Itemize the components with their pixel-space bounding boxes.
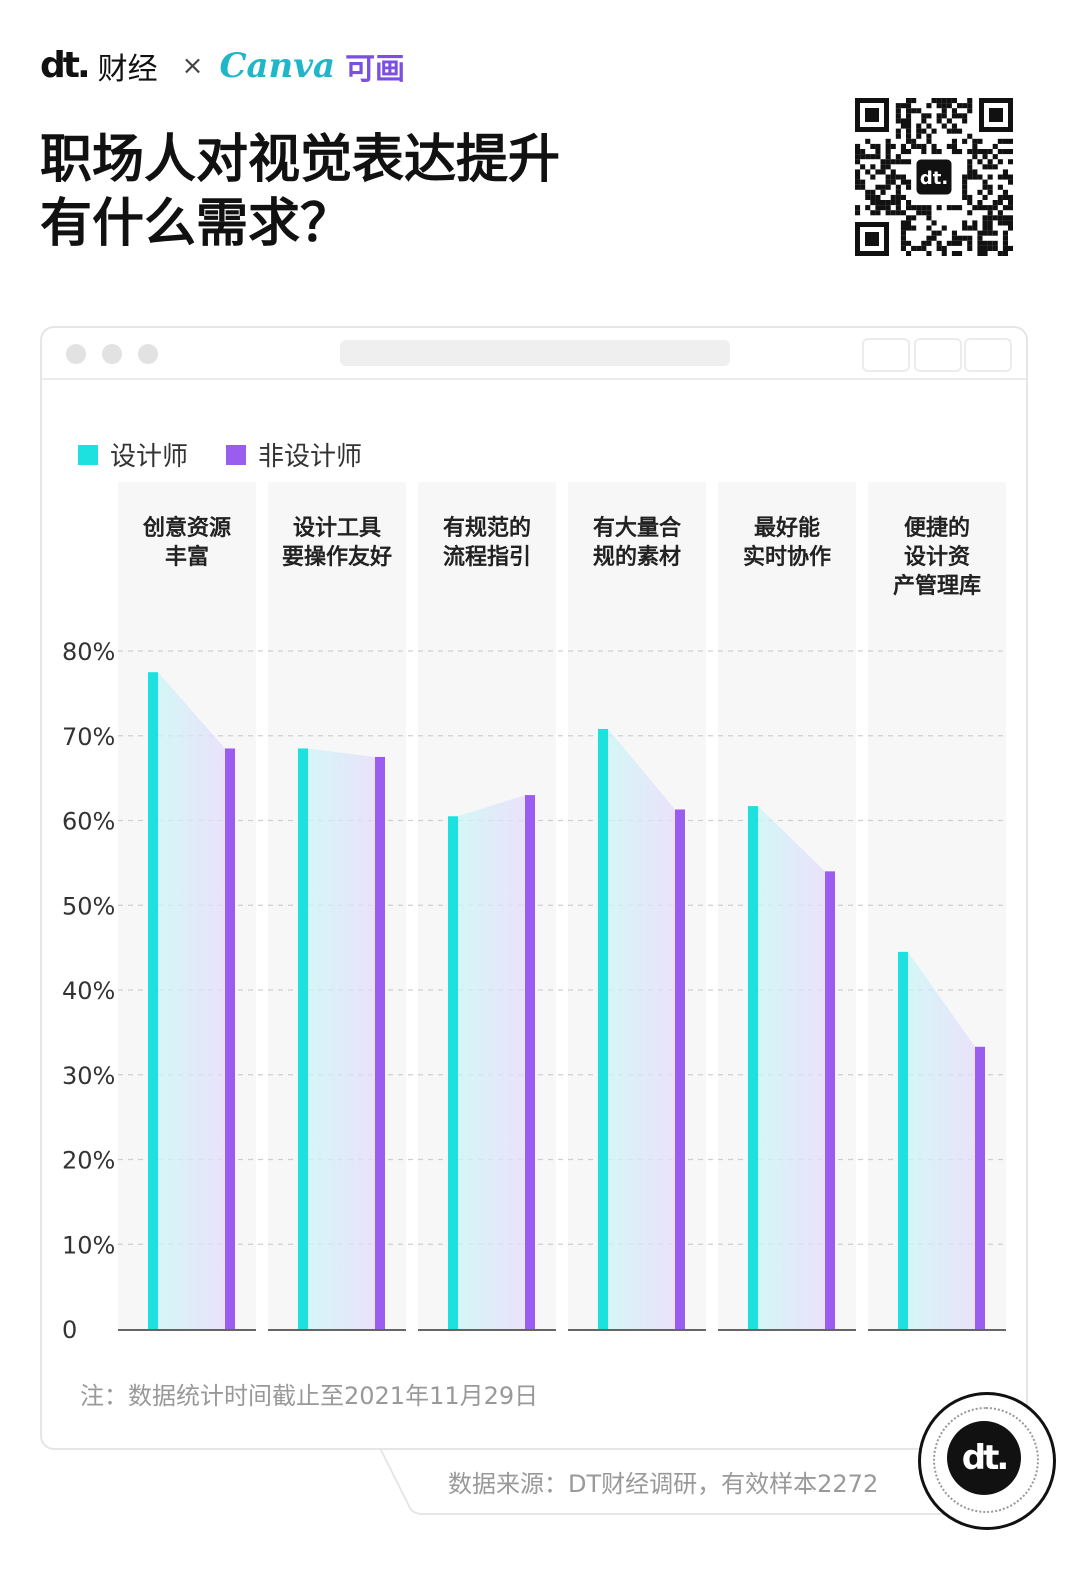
legend-swatch-designer [78, 444, 98, 465]
maximize-icon [138, 344, 158, 364]
shaded-area [608, 728, 675, 1329]
collab-times: × [181, 51, 204, 81]
brand-header: dt. 财经 × Canva 可画 [40, 44, 405, 88]
bar-designer [148, 672, 158, 1329]
page-title: 职场人对视觉表达提升 有什么需求？ [40, 128, 560, 256]
y-tick-label: 30% [62, 1062, 115, 1090]
minimize-icon [102, 344, 122, 364]
category-label: 要操作友好 [282, 544, 392, 570]
bar-designer [448, 816, 458, 1329]
y-tick-label: 50% [62, 892, 115, 920]
y-tick-label: 60% [62, 808, 115, 836]
bar-non-designer [675, 809, 685, 1329]
dt-brand-name: 财经 [97, 52, 158, 87]
close-icon [66, 344, 86, 364]
bar-designer [748, 806, 758, 1329]
data-source: 数据来源：DT财经调研，有效样本2272 [448, 1470, 879, 1498]
chart-legend: 设计师 非设计师 [78, 436, 400, 473]
shaded-area [458, 795, 525, 1329]
window-titlebar [42, 328, 1026, 380]
legend-item-designer: 设计师 [78, 436, 188, 473]
shaded-area [908, 951, 975, 1329]
category-label: 流程指引 [443, 544, 531, 570]
canva-logo: Canva [219, 46, 336, 86]
y-tick-label: 80% [62, 638, 115, 666]
y-tick-label: 0 [62, 1316, 77, 1344]
category-label: 实时协作 [743, 544, 831, 570]
category-label: 有大量合 [593, 515, 682, 541]
toolbar-button-2 [914, 338, 962, 372]
y-tick-label: 70% [62, 723, 115, 751]
footnote: 注：数据统计时间截止至2021年11月29日 [80, 1382, 539, 1410]
legend-swatch-non-designer [226, 444, 247, 465]
bar-non-designer [825, 871, 835, 1329]
category-label: 设计资 [904, 545, 970, 570]
bar-designer [298, 748, 308, 1329]
y-tick-label: 40% [62, 977, 115, 1005]
category-label: 最好能 [754, 515, 820, 541]
bar-non-designer [975, 1046, 985, 1329]
qr-center-logo: dt. [920, 168, 948, 189]
category-label: 便捷的 [904, 515, 970, 541]
canva-cn-logo: 可画 [345, 52, 406, 87]
dt-badge-logo: dt. [947, 1421, 1021, 1495]
category-label: 创意资源 [142, 515, 231, 541]
address-bar [340, 340, 730, 366]
legend-label-designer: 设计师 [110, 442, 189, 472]
y-tick-label: 20% [62, 1147, 115, 1175]
bar-non-designer [375, 756, 385, 1329]
category-label: 丰富 [165, 544, 209, 570]
category-label: 产管理库 [893, 573, 981, 599]
source-tab [380, 1448, 1000, 1515]
toolbar-button-1 [862, 338, 910, 372]
category-label: 设计工具 [293, 516, 381, 541]
toolbar-button-3 [964, 338, 1012, 372]
bar-designer [898, 951, 908, 1329]
category-label: 有规范的 [443, 515, 531, 541]
category-label: 规的素材 [593, 544, 681, 570]
title-line-1: 职场人对视觉表达提升 [40, 130, 561, 190]
bar-non-designer [525, 795, 535, 1329]
shaded-area [758, 806, 825, 1329]
shaded-area [308, 748, 375, 1329]
dt-logo: dt. [40, 45, 91, 86]
shaded-area [158, 672, 225, 1329]
bar-designer [598, 728, 608, 1329]
dt-badge: dt. [918, 1392, 1056, 1530]
qr-code: dt. [855, 98, 1013, 256]
bar-non-designer [225, 748, 235, 1329]
legend-item-non-designer: 非设计师 [226, 436, 362, 473]
title-line-2: 有什么需求？ [40, 194, 353, 254]
legend-label-non-designer: 非设计师 [258, 442, 363, 472]
y-tick-label: 10% [62, 1231, 115, 1259]
